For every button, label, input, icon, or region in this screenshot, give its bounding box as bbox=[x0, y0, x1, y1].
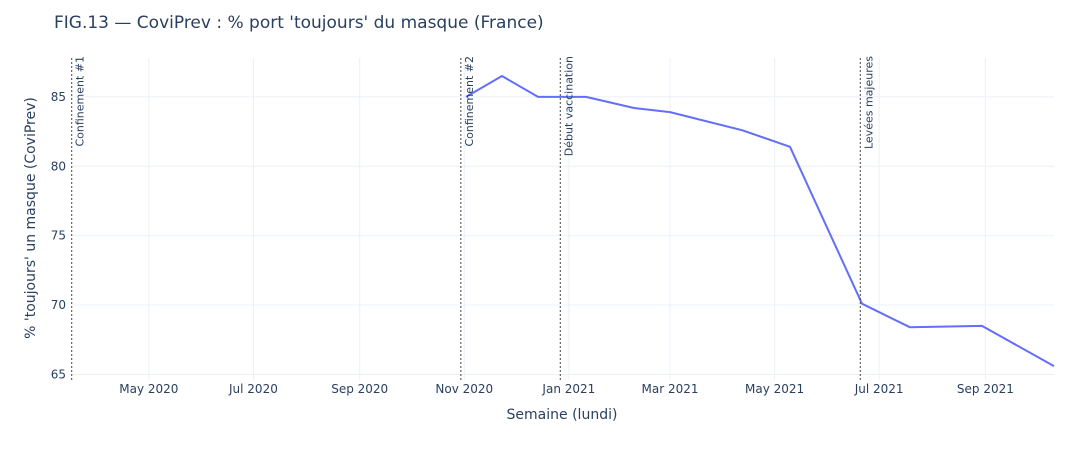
annotation-label: Confinement #1 bbox=[74, 56, 87, 147]
annotation-label: Début vaccination bbox=[562, 56, 575, 156]
x-tick-label: Sep 2021 bbox=[957, 382, 1014, 396]
y-tick-label: 75 bbox=[51, 229, 66, 243]
x-tick-label: May 2020 bbox=[119, 382, 178, 396]
x-tick-label: Jul 2021 bbox=[854, 382, 904, 396]
annotation-label: Levées majeures bbox=[862, 56, 875, 149]
x-tick-label: Mar 2021 bbox=[642, 382, 699, 396]
chart-title: FIG.13 — CoviPrev : % port 'toujours' du… bbox=[54, 13, 544, 33]
annotation-lines: Confinement #1 Confinement #2 Début vaccin… bbox=[71, 56, 875, 380]
y-tick-label: 80 bbox=[51, 159, 66, 173]
x-tick-label: May 2021 bbox=[745, 382, 804, 396]
series-line bbox=[465, 75, 1055, 367]
x-axis-title: Semaine (lundi) bbox=[507, 407, 618, 423]
y-tick-label: 70 bbox=[51, 298, 66, 312]
x-tick-label: Jan 2021 bbox=[541, 382, 595, 396]
annotation-label: Confinement #2 bbox=[463, 56, 476, 147]
x-tick-label: Nov 2020 bbox=[435, 382, 493, 396]
y-axis-title: % 'toujours' un masque (CoviPrev) bbox=[23, 97, 39, 339]
x-tick-label: Jul 2020 bbox=[228, 382, 278, 396]
series-line-group bbox=[465, 75, 1055, 367]
y-axis-ticks: 65 70 75 80 85 bbox=[51, 90, 66, 382]
x-tick-label: Sep 2020 bbox=[331, 382, 388, 396]
y-tick-label: 85 bbox=[51, 90, 66, 104]
x-axis-ticks: May 2020 Jul 2020 Sep 2020 Nov 2020 Jan 2021… bbox=[119, 382, 1014, 396]
y-tick-label: 65 bbox=[51, 367, 66, 381]
